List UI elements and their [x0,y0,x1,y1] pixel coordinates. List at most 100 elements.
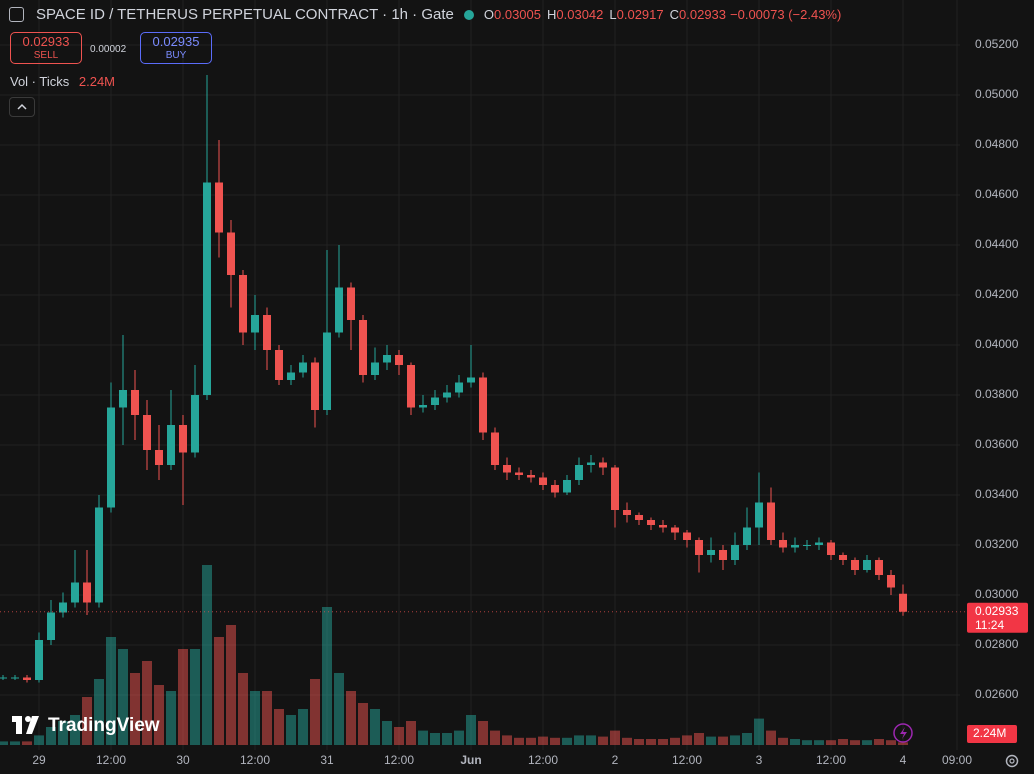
lightning-icon[interactable] [900,727,907,739]
header: SPACE ID / TETHERUS PERPETUAL CONTRACT ·… [9,6,841,23]
candle-body [767,502,775,540]
candle-body [731,545,739,560]
volume-last-box [967,725,1017,743]
candle-body [863,560,871,570]
ohlc-item: C0.02933 [670,7,726,22]
x-tick-label: 2 [612,753,619,767]
candle-body [155,450,163,465]
volume-bar [178,649,188,745]
lightning-button[interactable] [893,723,913,743]
candles [0,75,907,683]
candle-body [755,502,763,528]
candle-body [479,377,487,433]
candle-body [383,355,391,363]
candle-body [443,392,451,398]
gear-center[interactable] [1009,758,1015,764]
ohlc: O0.03005 H0.03042 L0.02917 C0.02933 [484,7,726,22]
volume-bar [742,733,752,745]
change: −0.00073 (−2.43%) [730,7,842,22]
volume-bar [754,718,764,745]
ohlc-value: 0.02917 [616,7,664,22]
buy-button[interactable]: 0.02935 BUY [140,32,212,64]
sell-button[interactable]: 0.02933 SELL [10,32,82,64]
lightning-ring[interactable] [893,723,913,743]
candle-body [467,377,475,383]
volume-bar [226,625,236,745]
candle-body [407,365,415,408]
volume-bar [370,709,380,745]
volume-bar [382,721,392,745]
x-tick-label: 12:00 [96,753,126,767]
x-tick-label: 12:00 [528,753,558,767]
volume-bar [94,679,104,745]
y-tick-label: 0.04600 [975,187,1019,201]
candle-body [359,320,367,375]
candle-body [527,475,535,478]
x-tick-label: 12:00 [384,753,414,767]
volume-bar [730,735,740,745]
sell-price: 0.02933 [22,34,70,49]
ohlc-item: L0.02917 [609,7,663,22]
candle-body [311,362,319,410]
collapse-button[interactable] [9,97,35,117]
volume-bar [826,740,836,745]
buy-price: 0.02935 [152,34,200,49]
volume-bar [154,685,164,745]
candle-body [851,560,859,570]
candle-body [143,415,151,450]
chevron[interactable] [10,98,34,116]
volume-bar [706,736,716,745]
candle-body [539,477,547,485]
countdown-label: 11:24 [975,618,1004,632]
volume-name: Vol · Ticks [10,74,70,89]
symbol: SPACE ID / TETHERUS PERPETUAL CONTRACT ·… [36,6,454,23]
candle-body [695,540,703,555]
candle-body [599,462,607,468]
volume-bar [838,739,848,745]
candle-body [779,540,787,548]
x-tick-label: 4 [900,753,907,767]
volume-bar [514,737,524,745]
logo: TradingView [12,715,160,736]
volume-bar [598,736,608,745]
candle-body [371,362,379,375]
volume-bar [406,721,416,745]
volume-bar [874,739,884,745]
logo-mark [16,716,22,734]
candle-body [35,640,43,680]
y-tick-label: 0.04400 [975,237,1019,251]
candle-body [887,575,895,588]
x-tick-label: 30 [176,753,190,767]
volume-bar [106,637,116,745]
volume-bar [646,739,656,745]
candle-body [683,532,691,540]
volume-bar [442,733,452,745]
candle-body [815,542,823,545]
chevron-path[interactable] [17,103,27,110]
volume-bar [346,691,356,745]
candle-body [419,405,427,408]
candle-body [95,507,103,603]
volume-bar [802,740,812,745]
candle-body [563,480,571,493]
volume-bar [634,739,644,745]
x-tick-label: 12:00 [240,753,270,767]
volume-bar [850,740,860,745]
volume-bar [454,730,464,745]
candle-body [803,545,811,546]
candle-body [635,515,643,520]
candle-body [239,275,247,333]
ohlc-value: 0.02933 [679,7,727,22]
y-tick-label: 0.03000 [975,587,1019,601]
candle-body [647,520,655,525]
volume-bar [586,735,596,745]
candle-body [71,582,79,603]
settings-button[interactable] [1005,754,1019,768]
volume-bar [322,607,332,745]
buy-label: BUY [165,50,187,61]
gear-icon[interactable] [1005,754,1019,768]
volume-bar [202,565,212,745]
candle-body [551,485,559,493]
volume-value: 2.24M [78,74,116,89]
